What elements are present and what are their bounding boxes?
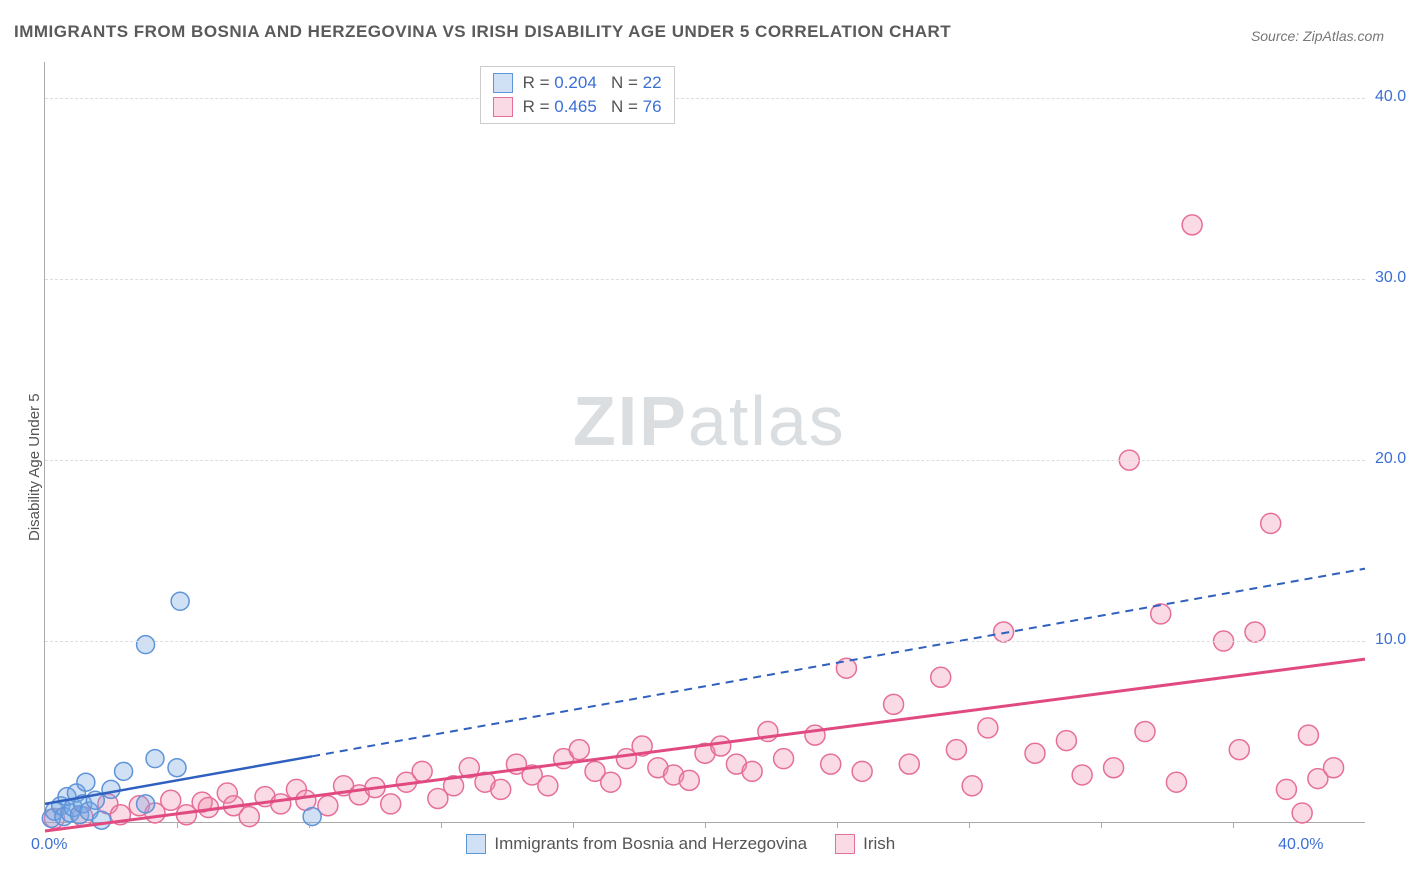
y-gridline	[45, 641, 1365, 642]
irish-point	[1292, 803, 1312, 823]
legend-item-irish: Irish	[835, 834, 895, 854]
bosnia-point	[102, 780, 120, 798]
irish-point	[1166, 772, 1186, 792]
x-tick-mark	[309, 822, 310, 828]
bosnia-point	[303, 808, 321, 826]
irish-point	[946, 740, 966, 760]
y-gridline	[45, 460, 1365, 461]
x-tick-mark	[969, 822, 970, 828]
irish-point	[711, 736, 731, 756]
stats-legend-box: R = 0.204 N = 22 R = 0.465 N = 76	[480, 66, 675, 124]
irish-point	[1104, 758, 1124, 778]
y-gridline	[45, 98, 1365, 99]
y-tick-label: 20.0%	[1375, 450, 1406, 468]
irish-point	[538, 776, 558, 796]
irish-point	[962, 776, 982, 796]
irish-point	[381, 794, 401, 814]
irish-point	[1324, 758, 1344, 778]
source-attribution: Source: ZipAtlas.com	[1251, 28, 1384, 44]
x-tick-mark	[837, 822, 838, 828]
plot-area: ZIPatlas 10.0%20.0%30.0%40.0%0.0%40.0%	[44, 62, 1365, 823]
irish-point	[821, 754, 841, 774]
bosnia-point	[168, 759, 186, 777]
x-tick-mark	[705, 822, 706, 828]
series-legend: Immigrants from Bosnia and Herzegovina Ir…	[466, 834, 895, 854]
bosnia-point	[93, 811, 111, 829]
irish-point	[1261, 513, 1281, 533]
irish-point	[884, 694, 904, 714]
x-tick-mark	[177, 822, 178, 828]
irish-point	[899, 754, 919, 774]
irish-point	[1276, 779, 1296, 799]
swatch-bosnia	[493, 73, 513, 93]
irish-point	[1298, 725, 1318, 745]
bosnia-point	[77, 773, 95, 791]
irish-point	[679, 770, 699, 790]
legend-label-bosnia: Immigrants from Bosnia and Herzegovina	[494, 834, 807, 854]
plot-svg	[45, 62, 1365, 822]
irish-point	[994, 622, 1014, 642]
y-gridline	[45, 279, 1365, 280]
irish-point	[978, 718, 998, 738]
irish-point	[1245, 622, 1265, 642]
stats-text-bosnia: R = 0.204 N = 22	[523, 73, 662, 93]
irish-point	[1056, 731, 1076, 751]
bosnia-point	[115, 762, 133, 780]
irish-point	[742, 761, 762, 781]
irish-point	[1135, 722, 1155, 742]
swatch-irish	[493, 97, 513, 117]
x-tick-mark	[441, 822, 442, 828]
irish-point	[852, 761, 872, 781]
irish-point	[412, 761, 432, 781]
irish-point	[271, 794, 291, 814]
irish-point	[161, 790, 181, 810]
irish-point	[1025, 743, 1045, 763]
irish-point	[836, 658, 856, 678]
irish-point	[1072, 765, 1092, 785]
swatch-bosnia	[466, 834, 486, 854]
swatch-irish	[835, 834, 855, 854]
irish-point	[805, 725, 825, 745]
bosnia-point	[146, 750, 164, 768]
irish-point	[774, 749, 794, 769]
x-tick-mark	[1233, 822, 1234, 828]
y-tick-label: 30.0%	[1375, 269, 1406, 287]
irish-point	[1229, 740, 1249, 760]
irish-trendline	[45, 659, 1365, 831]
irish-point	[491, 779, 511, 799]
irish-point	[569, 740, 589, 760]
bosnia-point	[137, 636, 155, 654]
x-tick-mark	[573, 822, 574, 828]
stats-text-irish: R = 0.465 N = 76	[523, 97, 662, 117]
y-tick-label: 40.0%	[1375, 88, 1406, 106]
y-tick-label: 10.0%	[1375, 631, 1406, 649]
stats-row-irish: R = 0.465 N = 76	[493, 97, 662, 117]
bosnia-point	[171, 592, 189, 610]
legend-item-bosnia: Immigrants from Bosnia and Herzegovina	[466, 834, 807, 854]
irish-point	[601, 772, 621, 792]
y-axis-label: Disability Age Under 5	[26, 393, 43, 541]
legend-label-irish: Irish	[863, 834, 895, 854]
irish-point	[1182, 215, 1202, 235]
irish-point	[931, 667, 951, 687]
x-tick-label: 40.0%	[1278, 836, 1323, 854]
x-tick-label: 0.0%	[31, 836, 67, 854]
stats-row-bosnia: R = 0.204 N = 22	[493, 73, 662, 93]
bosnia-point	[137, 795, 155, 813]
irish-point	[239, 807, 259, 827]
chart-title: IMMIGRANTS FROM BOSNIA AND HERZEGOVINA V…	[14, 22, 951, 42]
x-tick-mark	[1101, 822, 1102, 828]
